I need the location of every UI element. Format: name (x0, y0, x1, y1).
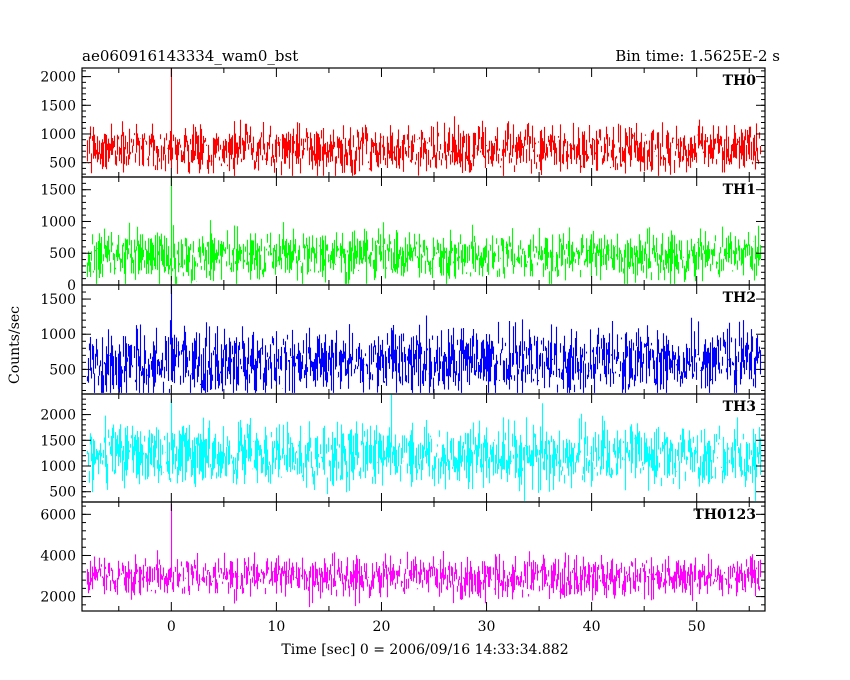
x-tick-label: 50 (688, 619, 706, 635)
panel-th0: 500 1000 1500 2000 TH0 (40, 67, 766, 178)
series-th0 (86, 68, 762, 176)
panel-th1: 0 500 1000 1500 TH1 (40, 176, 766, 294)
x-tick-label: 0 (167, 619, 176, 635)
bin-time-label: Bin time: 1.5625E-2 s (615, 47, 780, 65)
y-tick-label: 500 (49, 485, 76, 501)
panel-frame (81, 176, 766, 286)
y-tick-label: 1000 (40, 214, 76, 230)
y-tick-label: 4000 (40, 548, 76, 564)
y-tick-label: 1000 (40, 327, 76, 343)
panel-label: TH3 (723, 399, 756, 415)
panel-frame (81, 501, 766, 612)
panel-th2: 500 1000 1500 TH2 (40, 284, 766, 395)
series-th2 (86, 285, 762, 393)
y-tick-label: 1500 (40, 183, 76, 199)
x-tick-label: 30 (478, 619, 496, 635)
x-axis-label: Time [sec] 0 = 2006/09/16 14:33:34.882 (281, 642, 568, 658)
y-tick-label: 500 (49, 362, 76, 378)
chart-title: ae060916143334_wam0_bst (82, 47, 298, 65)
y-tick-label: 2000 (40, 70, 76, 86)
x-tick-label: 40 (583, 619, 601, 635)
series-th0123 (86, 504, 762, 608)
panel-label: TH2 (723, 290, 756, 306)
panel-th3: 500 1000 1500 2000 TH3 (40, 393, 766, 503)
y-tick-label: 2000 (40, 408, 76, 424)
y-tick-label: 500 (49, 156, 76, 172)
y-tick-label: 1000 (40, 459, 76, 475)
y-tick-label: 0 (67, 278, 76, 294)
y-tick-label: 500 (49, 246, 76, 262)
panel-th0123: 2000 4000 6000 TH0123 (40, 501, 766, 612)
panel-label: TH0123 (693, 507, 756, 523)
panel-label: TH0 (723, 73, 757, 89)
y-tick-label: 1500 (40, 292, 76, 308)
y-tick-label: 2000 (40, 590, 76, 606)
x-tick-label: 10 (267, 619, 285, 635)
y-tick-label: 1500 (40, 98, 76, 114)
x-tick-label: 20 (373, 619, 391, 635)
series-th3 (86, 394, 762, 501)
y-tick-label: 1000 (40, 127, 76, 143)
y-tick-label: 1500 (40, 433, 76, 449)
y-tick-label: 6000 (40, 507, 76, 523)
series-th1 (86, 177, 762, 284)
panel-label: TH1 (723, 182, 756, 198)
y-axis-label: Counts/sec (7, 306, 23, 384)
